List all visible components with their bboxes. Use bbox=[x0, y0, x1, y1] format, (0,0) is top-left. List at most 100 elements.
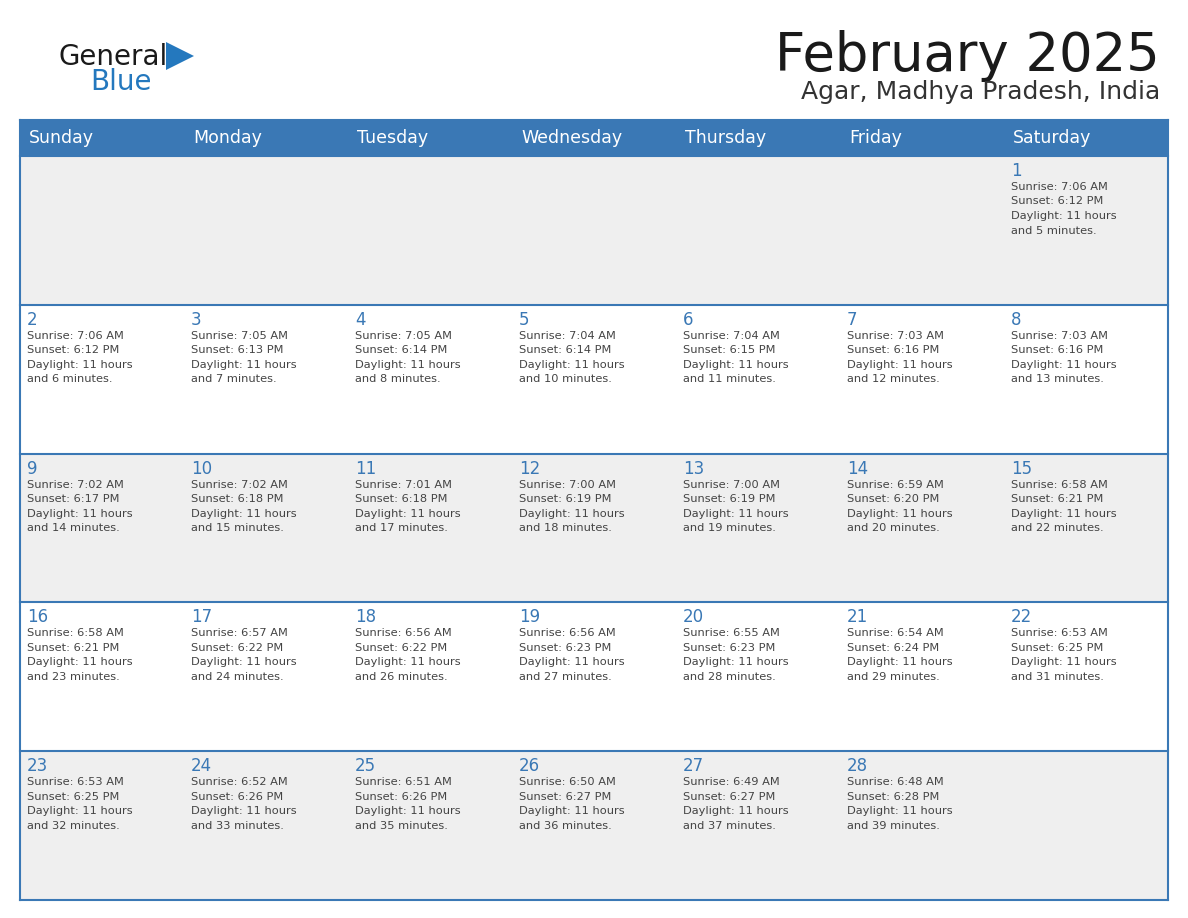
Text: and 23 minutes.: and 23 minutes. bbox=[27, 672, 120, 682]
Text: Sunrise: 6:57 AM: Sunrise: 6:57 AM bbox=[191, 629, 287, 638]
Text: Sunrise: 7:03 AM: Sunrise: 7:03 AM bbox=[847, 330, 944, 341]
Text: 9: 9 bbox=[27, 460, 38, 477]
Text: Sunset: 6:22 PM: Sunset: 6:22 PM bbox=[191, 643, 283, 653]
Text: Sunrise: 7:02 AM: Sunrise: 7:02 AM bbox=[191, 479, 287, 489]
Text: Sunrise: 7:00 AM: Sunrise: 7:00 AM bbox=[519, 479, 617, 489]
Text: Wednesday: Wednesday bbox=[522, 129, 623, 147]
Text: Saturday: Saturday bbox=[1013, 129, 1092, 147]
Text: 6: 6 bbox=[683, 311, 694, 329]
Text: Sunrise: 6:58 AM: Sunrise: 6:58 AM bbox=[1011, 479, 1108, 489]
Text: Daylight: 11 hours: Daylight: 11 hours bbox=[27, 360, 133, 370]
Text: and 29 minutes.: and 29 minutes. bbox=[847, 672, 940, 682]
Text: Daylight: 11 hours: Daylight: 11 hours bbox=[519, 509, 625, 519]
Text: Tuesday: Tuesday bbox=[358, 129, 428, 147]
Text: Sunset: 6:27 PM: Sunset: 6:27 PM bbox=[519, 791, 612, 801]
Text: 3: 3 bbox=[191, 311, 202, 329]
Text: 5: 5 bbox=[519, 311, 530, 329]
Text: 18: 18 bbox=[355, 609, 377, 626]
Text: and 36 minutes.: and 36 minutes. bbox=[519, 821, 612, 831]
Text: and 14 minutes.: and 14 minutes. bbox=[27, 523, 120, 533]
Text: Daylight: 11 hours: Daylight: 11 hours bbox=[355, 360, 461, 370]
Text: Daylight: 11 hours: Daylight: 11 hours bbox=[683, 509, 789, 519]
Text: Sunrise: 6:53 AM: Sunrise: 6:53 AM bbox=[1011, 629, 1108, 638]
Text: Sunrise: 7:06 AM: Sunrise: 7:06 AM bbox=[1011, 182, 1108, 192]
Text: Daylight: 11 hours: Daylight: 11 hours bbox=[847, 806, 953, 816]
Text: and 37 minutes.: and 37 minutes. bbox=[683, 821, 776, 831]
Bar bbox=[20, 602, 1168, 751]
Text: 15: 15 bbox=[1011, 460, 1032, 477]
Text: and 20 minutes.: and 20 minutes. bbox=[847, 523, 940, 533]
Text: and 33 minutes.: and 33 minutes. bbox=[191, 821, 284, 831]
Text: Sunrise: 6:59 AM: Sunrise: 6:59 AM bbox=[847, 479, 944, 489]
Text: Sunrise: 7:03 AM: Sunrise: 7:03 AM bbox=[1011, 330, 1108, 341]
Text: Sunrise: 7:05 AM: Sunrise: 7:05 AM bbox=[355, 330, 451, 341]
Text: 22: 22 bbox=[1011, 609, 1032, 626]
Text: Sunrise: 6:52 AM: Sunrise: 6:52 AM bbox=[191, 778, 287, 788]
Text: Daylight: 11 hours: Daylight: 11 hours bbox=[191, 657, 297, 667]
Text: Sunset: 6:22 PM: Sunset: 6:22 PM bbox=[355, 643, 447, 653]
Text: Sunset: 6:25 PM: Sunset: 6:25 PM bbox=[27, 791, 119, 801]
Text: and 7 minutes.: and 7 minutes. bbox=[191, 375, 277, 385]
Text: and 35 minutes.: and 35 minutes. bbox=[355, 821, 448, 831]
Text: Sunset: 6:17 PM: Sunset: 6:17 PM bbox=[27, 494, 120, 504]
Text: Sunrise: 6:56 AM: Sunrise: 6:56 AM bbox=[355, 629, 451, 638]
Text: 21: 21 bbox=[847, 609, 868, 626]
Text: 8: 8 bbox=[1011, 311, 1022, 329]
Text: Sunrise: 7:06 AM: Sunrise: 7:06 AM bbox=[27, 330, 124, 341]
Text: and 19 minutes.: and 19 minutes. bbox=[683, 523, 776, 533]
Text: 16: 16 bbox=[27, 609, 49, 626]
Text: Agar, Madhya Pradesh, India: Agar, Madhya Pradesh, India bbox=[801, 80, 1159, 104]
Text: Sunrise: 6:55 AM: Sunrise: 6:55 AM bbox=[683, 629, 779, 638]
Text: and 15 minutes.: and 15 minutes. bbox=[191, 523, 284, 533]
Polygon shape bbox=[166, 42, 194, 70]
Text: Daylight: 11 hours: Daylight: 11 hours bbox=[355, 509, 461, 519]
Text: 10: 10 bbox=[191, 460, 213, 477]
Text: Sunrise: 6:49 AM: Sunrise: 6:49 AM bbox=[683, 778, 779, 788]
Text: Daylight: 11 hours: Daylight: 11 hours bbox=[27, 657, 133, 667]
Bar bbox=[20, 751, 1168, 900]
Text: Daylight: 11 hours: Daylight: 11 hours bbox=[1011, 509, 1117, 519]
Text: Sunset: 6:27 PM: Sunset: 6:27 PM bbox=[683, 791, 776, 801]
Text: and 12 minutes.: and 12 minutes. bbox=[847, 375, 940, 385]
Text: General: General bbox=[58, 43, 168, 71]
Text: Sunset: 6:14 PM: Sunset: 6:14 PM bbox=[519, 345, 612, 355]
Text: and 6 minutes.: and 6 minutes. bbox=[27, 375, 113, 385]
Text: and 31 minutes.: and 31 minutes. bbox=[1011, 672, 1104, 682]
Text: and 22 minutes.: and 22 minutes. bbox=[1011, 523, 1104, 533]
Text: 7: 7 bbox=[847, 311, 858, 329]
Text: Daylight: 11 hours: Daylight: 11 hours bbox=[1011, 360, 1117, 370]
Text: Sunrise: 7:00 AM: Sunrise: 7:00 AM bbox=[683, 479, 781, 489]
Text: and 8 minutes.: and 8 minutes. bbox=[355, 375, 441, 385]
Text: Thursday: Thursday bbox=[685, 129, 766, 147]
Text: Sunrise: 7:04 AM: Sunrise: 7:04 AM bbox=[683, 330, 779, 341]
Text: Sunset: 6:26 PM: Sunset: 6:26 PM bbox=[355, 791, 447, 801]
Text: and 39 minutes.: and 39 minutes. bbox=[847, 821, 940, 831]
Text: Sunset: 6:20 PM: Sunset: 6:20 PM bbox=[847, 494, 940, 504]
Text: Daylight: 11 hours: Daylight: 11 hours bbox=[355, 806, 461, 816]
Text: 4: 4 bbox=[355, 311, 366, 329]
Text: Daylight: 11 hours: Daylight: 11 hours bbox=[191, 509, 297, 519]
Text: 12: 12 bbox=[519, 460, 541, 477]
Text: 24: 24 bbox=[191, 757, 213, 775]
Text: Daylight: 11 hours: Daylight: 11 hours bbox=[683, 360, 789, 370]
Text: Friday: Friday bbox=[849, 129, 902, 147]
Text: and 26 minutes.: and 26 minutes. bbox=[355, 672, 448, 682]
Text: Daylight: 11 hours: Daylight: 11 hours bbox=[847, 657, 953, 667]
Text: Daylight: 11 hours: Daylight: 11 hours bbox=[519, 657, 625, 667]
Text: Sunset: 6:19 PM: Sunset: 6:19 PM bbox=[519, 494, 612, 504]
Text: Sunset: 6:21 PM: Sunset: 6:21 PM bbox=[1011, 494, 1104, 504]
Text: Daylight: 11 hours: Daylight: 11 hours bbox=[27, 806, 133, 816]
Bar bbox=[20, 305, 1168, 453]
Text: Daylight: 11 hours: Daylight: 11 hours bbox=[683, 806, 789, 816]
Text: Sunrise: 6:53 AM: Sunrise: 6:53 AM bbox=[27, 778, 124, 788]
Text: 11: 11 bbox=[355, 460, 377, 477]
Text: Sunrise: 6:48 AM: Sunrise: 6:48 AM bbox=[847, 778, 943, 788]
Text: Sunset: 6:23 PM: Sunset: 6:23 PM bbox=[519, 643, 612, 653]
Bar bbox=[20, 156, 1168, 305]
Text: February 2025: February 2025 bbox=[776, 30, 1159, 82]
Text: Sunset: 6:25 PM: Sunset: 6:25 PM bbox=[1011, 643, 1104, 653]
Text: and 17 minutes.: and 17 minutes. bbox=[355, 523, 448, 533]
Text: Sunset: 6:24 PM: Sunset: 6:24 PM bbox=[847, 643, 940, 653]
Text: and 27 minutes.: and 27 minutes. bbox=[519, 672, 612, 682]
Text: and 32 minutes.: and 32 minutes. bbox=[27, 821, 120, 831]
